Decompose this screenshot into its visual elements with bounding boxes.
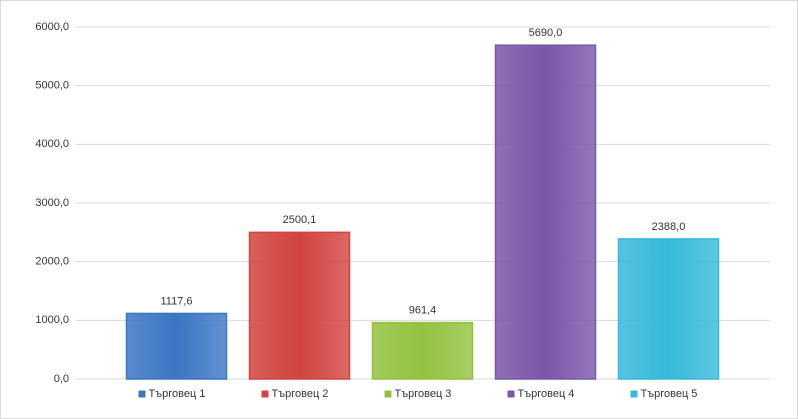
data-label: 2388,0 [652, 221, 686, 233]
legend-label: Търговец 3 [395, 388, 452, 400]
bar [248, 231, 351, 380]
data-label: 1117,6 [160, 295, 192, 307]
y-tick-label: 5000,0 [35, 80, 69, 92]
legend-marker [261, 390, 269, 398]
data-label: 961,4 [409, 305, 437, 317]
bar [125, 312, 228, 380]
y-tick-label: 1000,0 [35, 314, 69, 326]
bar [494, 44, 597, 380]
legend-label: Търговец 1 [149, 388, 206, 400]
y-tick-label: 6000,0 [35, 21, 69, 33]
legend-label: Търговец 5 [641, 388, 698, 400]
y-tick-label: 0,0 [54, 373, 69, 385]
legend-marker [630, 390, 638, 398]
data-label: 5690,0 [529, 27, 563, 39]
legend-marker [507, 390, 515, 398]
legend-label: Търговец 2 [272, 388, 329, 400]
y-tick-label: 4000,0 [35, 138, 69, 150]
y-tick-label: 2000,0 [35, 256, 69, 268]
data-label: 2500,1 [283, 214, 317, 226]
bar [371, 321, 474, 380]
legend-marker [384, 390, 392, 398]
bar [617, 238, 720, 380]
legend-label: Търговец 4 [518, 388, 575, 400]
legend-marker [138, 390, 146, 398]
y-tick-label: 3000,0 [35, 197, 69, 209]
